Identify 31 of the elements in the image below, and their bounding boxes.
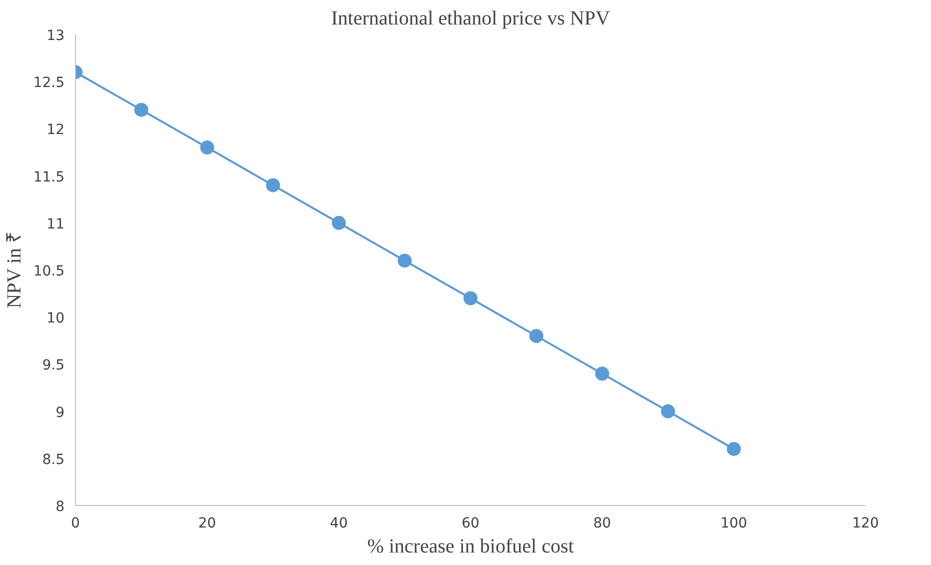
point: [398, 254, 412, 268]
point: [332, 216, 346, 230]
y-tick-label: 10: [46, 310, 65, 327]
y-tick-label: 11.5: [33, 169, 64, 186]
x-tick-label: 40: [330, 516, 348, 532]
point: [726, 442, 741, 456]
y-tick-label: 10.5: [33, 264, 64, 280]
y-axis-title: NPV in ₹: [3, 232, 26, 308]
point: [266, 178, 280, 192]
point: [529, 328, 544, 343]
x-tick-label: 80: [593, 516, 612, 532]
x-axis-title: % increase in biofuel cost: [367, 536, 574, 558]
point: [464, 291, 478, 306]
point: [595, 366, 610, 381]
y-tick-label: 8: [56, 499, 65, 515]
y-tick-label: 13: [46, 28, 65, 44]
point: [661, 404, 675, 418]
y-tick-label: 9: [56, 404, 65, 421]
point: [200, 140, 214, 155]
x-tick-label: 20: [198, 516, 216, 532]
y-tick-label: 11: [46, 216, 65, 232]
y-tick-label: 12: [46, 122, 65, 138]
x-tick-label: 0: [71, 516, 80, 532]
y-tick-label: 8.5: [42, 452, 64, 468]
chart-title: International ethanol price vs NPV: [331, 8, 610, 30]
x-tick-label: 60: [462, 516, 480, 532]
y-tick-label: 12.5: [33, 75, 64, 92]
x-tick-label: 120: [852, 516, 879, 532]
point: [134, 102, 148, 117]
y-tick-label: 9.5: [42, 358, 64, 374]
x-tick-label: 100: [720, 516, 748, 532]
